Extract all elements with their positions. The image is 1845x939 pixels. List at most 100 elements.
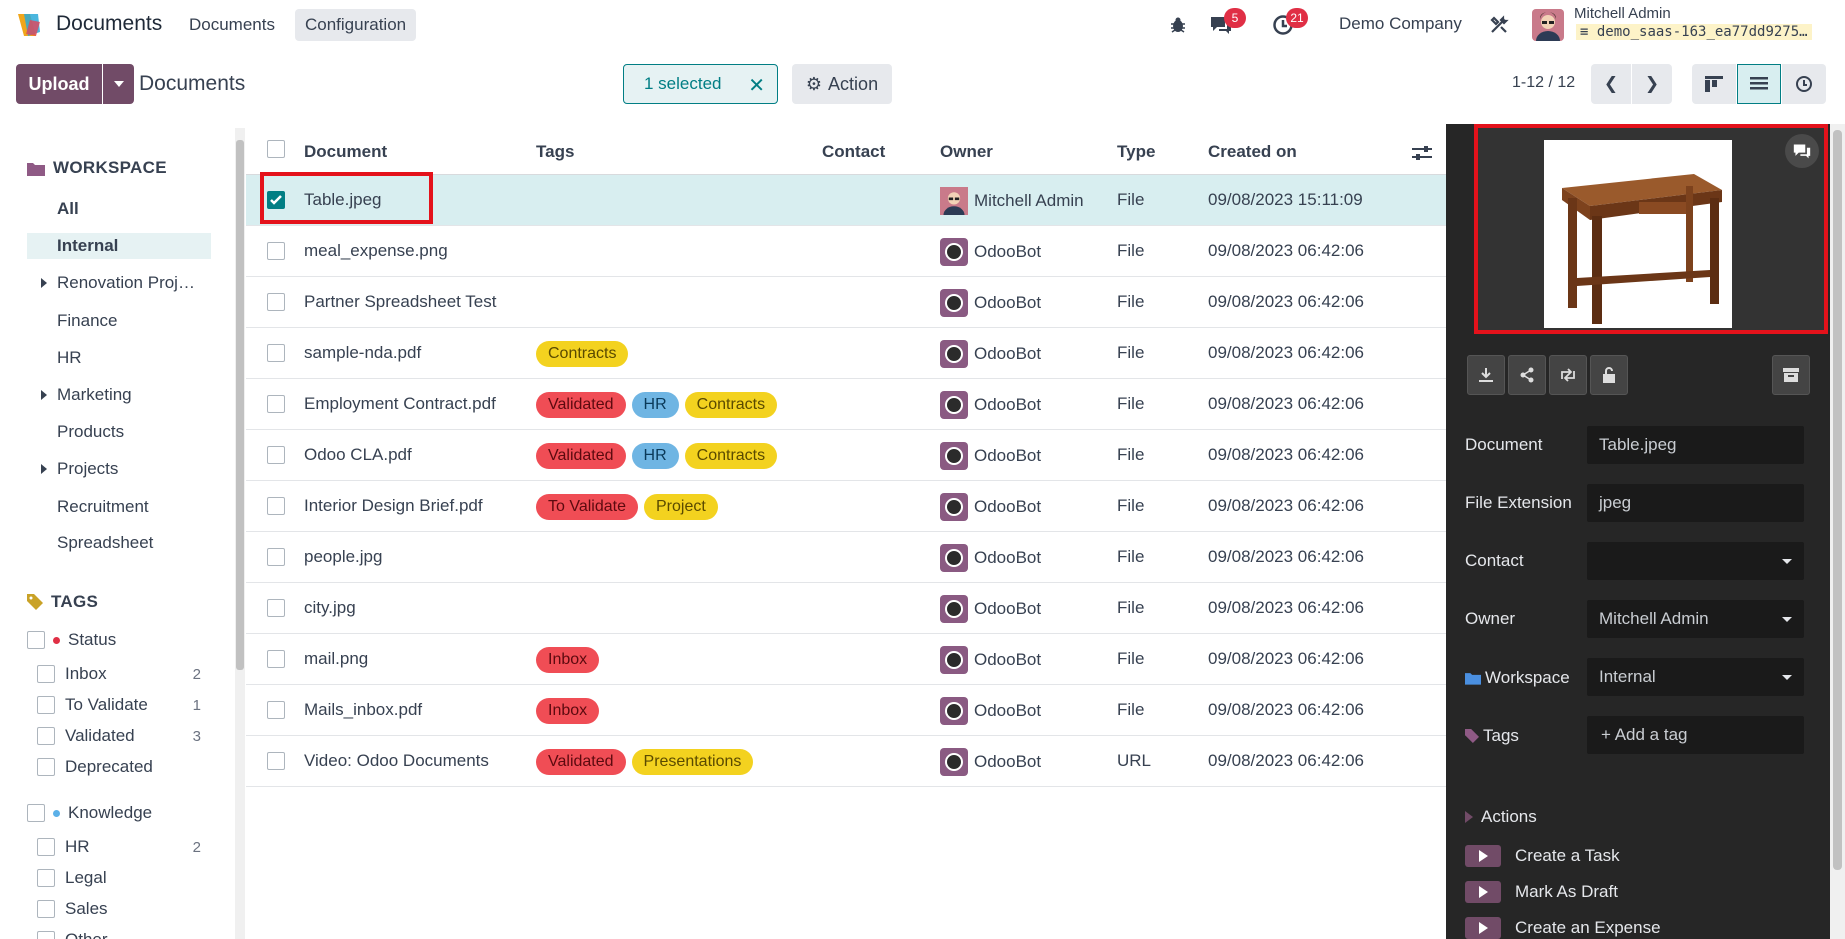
document-name[interactable]: Video: Odoo Documents xyxy=(304,751,489,770)
messages-icon[interactable]: 5 xyxy=(1208,8,1246,38)
workspace-hr[interactable]: HR xyxy=(57,348,82,367)
row-checkbox[interactable] xyxy=(267,752,285,770)
pager-value[interactable]: 1-12 / 12 xyxy=(1512,74,1576,91)
lock-button[interactable] xyxy=(1590,355,1628,395)
document-preview-image[interactable] xyxy=(1544,140,1732,328)
actions-header[interactable]: Actions xyxy=(1465,807,1537,827)
sidebar-scrollbar[interactable] xyxy=(235,128,245,939)
owner-select[interactable]: Mitchell Admin xyxy=(1587,600,1804,638)
row-checkbox[interactable] xyxy=(267,701,285,719)
add-tag-input[interactable]: + Add a tag xyxy=(1587,716,1804,754)
tag-checkbox[interactable] xyxy=(37,665,55,683)
table-row[interactable]: Partner Spreadsheet Test OdooBot File 09… xyxy=(246,277,1446,328)
pager-next-button[interactable]: ❯ xyxy=(1632,64,1672,104)
select-all-checkbox[interactable] xyxy=(267,140,285,158)
document-name[interactable]: Mails_inbox.pdf xyxy=(304,700,423,719)
action-create-task[interactable]: Create a Task xyxy=(1465,845,1620,867)
pager-previous-button[interactable]: ❮ xyxy=(1591,64,1631,104)
tag-checkbox[interactable] xyxy=(37,931,55,939)
workspace-recruitment[interactable]: Recruitment xyxy=(57,497,149,516)
tag-sales[interactable]: Sales xyxy=(37,899,201,919)
workspace-marketing[interactable]: Marketing xyxy=(27,382,211,408)
archive-button[interactable] xyxy=(1772,355,1810,395)
file-extension-input[interactable]: jpeg xyxy=(1587,484,1804,522)
tag-to-validate[interactable]: To Validate 1 xyxy=(37,695,201,715)
app-title[interactable]: Documents xyxy=(56,12,163,35)
document-name[interactable]: people.jpg xyxy=(304,547,383,566)
caret-right-icon[interactable] xyxy=(41,278,47,288)
tag-checkbox[interactable] xyxy=(37,869,55,887)
user-name[interactable]: Mitchell Admin xyxy=(1574,5,1671,22)
replace-button[interactable] xyxy=(1549,355,1587,395)
tools-icon[interactable] xyxy=(1486,12,1512,38)
contact-select[interactable] xyxy=(1587,542,1804,580)
row-checkbox[interactable] xyxy=(267,344,285,362)
tag-checkbox[interactable] xyxy=(37,758,55,776)
row-checkbox[interactable] xyxy=(267,293,285,311)
workspace-projects[interactable]: Projects xyxy=(27,456,211,482)
workspace-renovation[interactable]: Renovation Proj… xyxy=(27,270,211,296)
action-create-expense[interactable]: Create an Expense xyxy=(1465,917,1661,939)
row-checkbox[interactable] xyxy=(267,548,285,566)
action-button[interactable]: ⚙ Action xyxy=(792,64,892,104)
caret-right-icon[interactable] xyxy=(41,390,47,400)
table-row[interactable]: mail.png Inbox OdooBot File 09/08/2023 0… xyxy=(246,634,1446,685)
row-checkbox[interactable] xyxy=(267,446,285,464)
chatter-toggle-button[interactable] xyxy=(1785,134,1819,168)
caret-right-icon[interactable] xyxy=(41,464,47,474)
document-name[interactable]: city.jpg xyxy=(304,598,356,617)
tag-validated[interactable]: Validated 3 xyxy=(37,726,201,746)
play-icon[interactable] xyxy=(1465,917,1501,939)
debug-icon[interactable] xyxy=(1165,12,1191,38)
workspace-select[interactable]: Internal xyxy=(1587,658,1804,696)
tag-checkbox[interactable] xyxy=(37,727,55,745)
document-name[interactable]: Partner Spreadsheet Test xyxy=(304,292,497,311)
workspace-finance[interactable]: Finance xyxy=(57,311,118,330)
column-created-on[interactable]: Created on xyxy=(1208,142,1297,161)
row-checkbox[interactable] xyxy=(267,242,285,260)
tag-inbox[interactable]: Inbox 2 xyxy=(37,664,201,684)
activity-view-button[interactable] xyxy=(1782,64,1826,104)
column-tags[interactable]: Tags xyxy=(536,142,575,161)
row-checkbox[interactable] xyxy=(267,497,285,515)
workspace-products[interactable]: Products xyxy=(57,422,125,441)
table-row[interactable]: Odoo CLA.pdf Validated HR Contracts Odoo… xyxy=(246,430,1446,481)
list-view-button[interactable] xyxy=(1737,64,1781,104)
table-row[interactable]: sample-nda.pdf Contracts OdooBot File 09… xyxy=(246,328,1446,379)
company-switcher[interactable]: Demo Company xyxy=(1339,14,1462,33)
table-row[interactable]: city.jpg OdooBot File 09/08/2023 06:42:0… xyxy=(246,583,1446,634)
download-button[interactable] xyxy=(1467,355,1505,395)
menu-configuration[interactable]: Configuration xyxy=(295,9,417,41)
document-name[interactable]: Odoo CLA.pdf xyxy=(304,445,412,464)
table-row[interactable]: Table.jpeg Mitchell Admin File 09/08/202… xyxy=(246,175,1446,226)
document-name[interactable]: meal_expense.png xyxy=(304,241,448,260)
tag-hr[interactable]: HR 2 xyxy=(37,837,201,857)
panel-scrollbar-thumb[interactable] xyxy=(1833,130,1842,870)
activities-icon[interactable]: 21 xyxy=(1270,8,1308,38)
row-checkbox[interactable] xyxy=(267,650,285,668)
column-contact[interactable]: Contact xyxy=(822,142,886,161)
panel-scrollbar[interactable] xyxy=(1830,124,1845,939)
table-row[interactable]: meal_expense.png OdooBot File 09/08/2023… xyxy=(246,226,1446,277)
row-checkbox[interactable] xyxy=(267,395,285,413)
tag-checkbox[interactable] xyxy=(37,696,55,714)
document-name[interactable]: Interior Design Brief.pdf xyxy=(304,496,483,515)
documents-app-icon[interactable] xyxy=(14,10,44,40)
upload-button[interactable]: Upload xyxy=(16,64,102,104)
tag-group-knowledge[interactable]: Knowledge xyxy=(27,803,152,823)
table-row[interactable]: Interior Design Brief.pdf To Validate Pr… xyxy=(246,481,1446,532)
workspace-all[interactable]: All xyxy=(57,199,79,218)
document-name[interactable]: mail.png xyxy=(304,649,369,668)
play-icon[interactable] xyxy=(1465,845,1501,867)
play-icon[interactable] xyxy=(1465,881,1501,903)
sidebar-scrollbar-thumb[interactable] xyxy=(236,140,244,670)
row-checkbox[interactable] xyxy=(267,599,285,617)
tag-checkbox[interactable] xyxy=(37,838,55,856)
tag-checkbox[interactable] xyxy=(37,900,55,918)
tag-group-status[interactable]: Status xyxy=(27,630,116,650)
column-owner[interactable]: Owner xyxy=(940,142,993,161)
table-row[interactable]: Mails_inbox.pdf Inbox OdooBot File 09/08… xyxy=(246,685,1446,736)
document-name[interactable]: sample-nda.pdf xyxy=(304,343,422,362)
table-row[interactable]: Video: Odoo Documents Validated Presenta… xyxy=(246,736,1446,787)
tag-legal[interactable]: Legal xyxy=(37,868,201,888)
